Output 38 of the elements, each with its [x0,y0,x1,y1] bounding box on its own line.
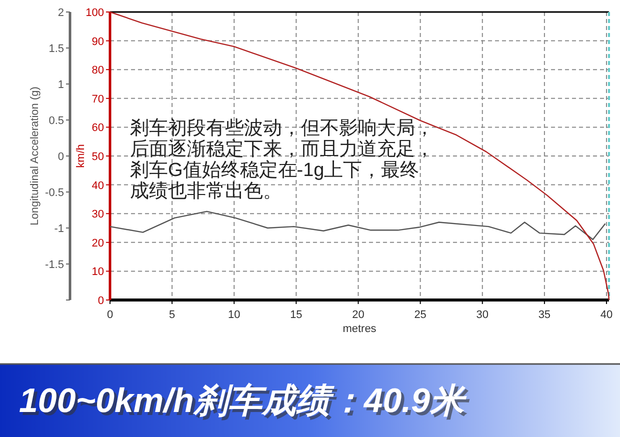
x-tick-label: 25 [414,309,426,321]
x-tick-label: 35 [538,309,551,321]
line-series [109,11,610,301]
x-tick-label: 30 [476,309,489,321]
annotation: 剎车G值始终稳定在-1g上下，最终 [130,159,420,181]
y2-tick-label: 20 [92,237,104,250]
x-tick-label: 5 [169,309,176,321]
annotation: 成绩也非常出色。 [130,181,282,202]
y-tick-label: 0 [58,151,64,163]
x-tick-label: 20 [352,309,364,321]
annotation: 剎车初段有些波动，但不影响大局， [130,117,434,139]
y2-tick-label: 0 [98,295,104,307]
y-axis-title: Longitudinal Acceleration (g) [29,86,41,226]
y-tick-label: -1.5 [45,259,64,271]
y2-tick-label: 70 [92,93,104,106]
y-tick-label: -0.5 [45,187,64,199]
annotation: 后面逐渐稳定下来，而且力道充足， [130,138,434,160]
y2-tick-label: 80 [92,64,104,77]
x-tick-label: 0 [106,309,114,321]
x-tick-label: 40 [600,309,613,321]
y2-tick-label: 90 [92,36,104,48]
line-series [109,210,606,240]
y-tick-label: 1.5 [48,43,64,55]
x-axis-title: metres [342,323,377,335]
x-tick-label: 10 [228,309,240,321]
y2-tick-label: 40 [92,180,104,192]
y-tick-label: 0.5 [48,115,64,127]
y-tick-label: 1 [58,79,64,91]
y2-tick-label: 10 [92,266,104,278]
y-tick-label: 2 [58,7,64,19]
y2-tick-label: 50 [92,151,104,163]
y2-tick-label: 100 [86,7,104,19]
x-tick-label: 15 [290,309,302,321]
text: 100~0km/h刹车成绩：40.9米 [19,382,468,420]
y2-tick-label: 30 [92,208,104,221]
y2-tick-label: 60 [92,122,104,134]
y-tick-label: -1 [54,223,64,235]
y2-axis-title: km/h [75,144,87,168]
